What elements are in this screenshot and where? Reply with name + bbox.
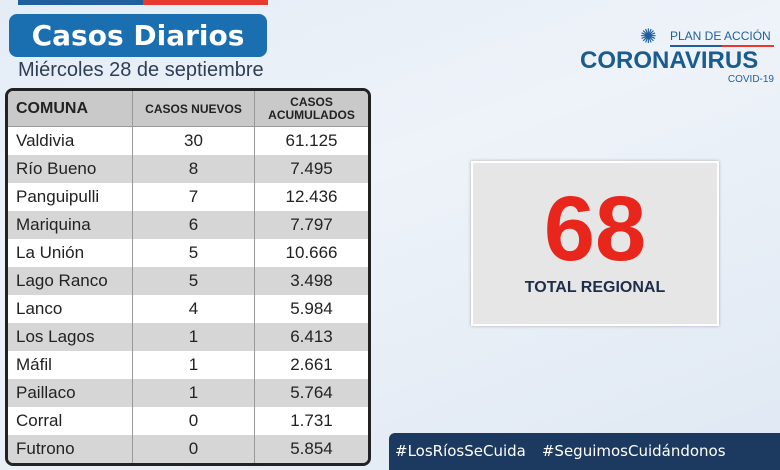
casos-acumulados-cell: 5.984 [290, 299, 333, 318]
table-row: La Unión 5 10.666 [8, 239, 368, 267]
total-regional-box: 68 TOTAL REGIONAL [471, 161, 719, 326]
table-row: Río Bueno 8 7.495 [8, 155, 368, 183]
casos-nuevos-cell: 30 [133, 127, 255, 155]
table-body: Valdivia 30 61.125 Río Bueno 8 7.495 Panguipul… [8, 127, 368, 463]
casos-acumulados-cell: 12.436 [285, 187, 338, 206]
header-comuna: COMUNA [8, 91, 133, 126]
comuna-cell: Paillaco [8, 379, 133, 407]
comuna-cell: Río Bueno [8, 155, 133, 183]
comuna-cell: Máfil [8, 351, 133, 379]
table-row: Corral 0 1.731 [8, 407, 368, 435]
casos-acumulados-cell: 3.498 [290, 271, 333, 290]
hashtag: #SeguimosCuidándonos [541, 442, 726, 460]
cases-table: COMUNA CASOS NUEVOS CASOS ACUMULADOS Vald… [5, 88, 371, 466]
header-casos-acumulados: CASOS ACUMULADOS [255, 91, 368, 126]
casos-acumulados-cell: 7.797 [290, 215, 333, 234]
casos-nuevos-cell: 1 [133, 323, 255, 351]
casos-nuevos-cell: 4 [133, 295, 255, 323]
logo-name: CORONAVIRUS [580, 47, 759, 74]
table-row: Mariquina 6 7.797 [8, 211, 368, 239]
date-label: Miércoles 28 de septiembre [18, 59, 264, 81]
comuna-cell: Mariquina [8, 211, 133, 239]
casos-nuevos-cell: 7 [133, 183, 255, 211]
comuna-cell: Los Lagos [8, 323, 133, 351]
casos-acumulados-cell: 10.666 [285, 243, 338, 262]
table-row: Valdivia 30 61.125 [8, 127, 368, 155]
table-row: Los Lagos 1 6.413 [8, 323, 368, 351]
comuna-cell: Lago Ranco [8, 267, 133, 295]
header-line2: ACUMULADOS [268, 107, 355, 122]
hashtag: #LosRíosSeCuida [395, 442, 526, 460]
table-row: Lago Ranco 5 3.498 [8, 267, 368, 295]
total-label: TOTAL REGIONAL [524, 279, 666, 296]
table-row: Futrono 0 5.854 [8, 435, 368, 463]
comuna-cell: Valdivia [8, 127, 133, 155]
casos-acumulados-cell: 2.661 [290, 355, 333, 374]
table-row: Máfil 1 2.661 [8, 351, 368, 379]
table-header: COMUNA CASOS NUEVOS CASOS ACUMULADOS [8, 91, 368, 127]
logo-sub: COVID-19 [727, 74, 774, 85]
comuna-cell: La Unión [8, 239, 133, 267]
casos-acumulados-cell: 5.854 [290, 439, 333, 458]
casos-acumulados-cell: 6.413 [290, 327, 333, 346]
casos-nuevos-cell: 0 [133, 435, 255, 463]
comuna-cell: Futrono [8, 435, 133, 463]
casos-nuevos-cell: 8 [133, 155, 255, 183]
table-row: Panguipulli 7 12.436 [8, 183, 368, 211]
page-title: Casos Diarios [9, 14, 267, 57]
casos-nuevos-cell: 5 [133, 267, 255, 295]
header-casos-nuevos: CASOS NUEVOS [133, 91, 255, 126]
hashtag-bar: #LosRíosSeCuida #SeguimosCuidándonos [389, 433, 780, 470]
casos-acumulados-cell: 1.731 [290, 411, 333, 430]
casos-acumulados-cell: 5.764 [290, 383, 333, 402]
casos-nuevos-cell: 6 [133, 211, 255, 239]
header-line1: CASOS [290, 94, 333, 109]
table-row: Paillaco 1 5.764 [8, 379, 368, 407]
comuna-cell: Corral [8, 407, 133, 435]
casos-acumulados-cell: 61.125 [285, 131, 338, 150]
casos-nuevos-cell: 1 [133, 379, 255, 407]
casos-acumulados-cell: 7.495 [290, 159, 333, 178]
comuna-cell: Panguipulli [8, 183, 133, 211]
coronavirus-logo: ✺ PLAN DE ACCIÓN CORONAVIRUS COVID-19 [578, 24, 776, 88]
logo-plan: PLAN DE ACCIÓN [670, 29, 771, 43]
table-row: Lanco 4 5.984 [8, 295, 368, 323]
virus-icon: ✺ [640, 24, 657, 48]
casos-nuevos-cell: 5 [133, 239, 255, 267]
casos-nuevos-cell: 1 [133, 351, 255, 379]
flag-bar [18, 0, 268, 5]
comuna-cell: Lanco [8, 295, 133, 323]
total-value: 68 [543, 178, 647, 280]
casos-nuevos-cell: 0 [133, 407, 255, 435]
logo-divider [670, 45, 774, 47]
